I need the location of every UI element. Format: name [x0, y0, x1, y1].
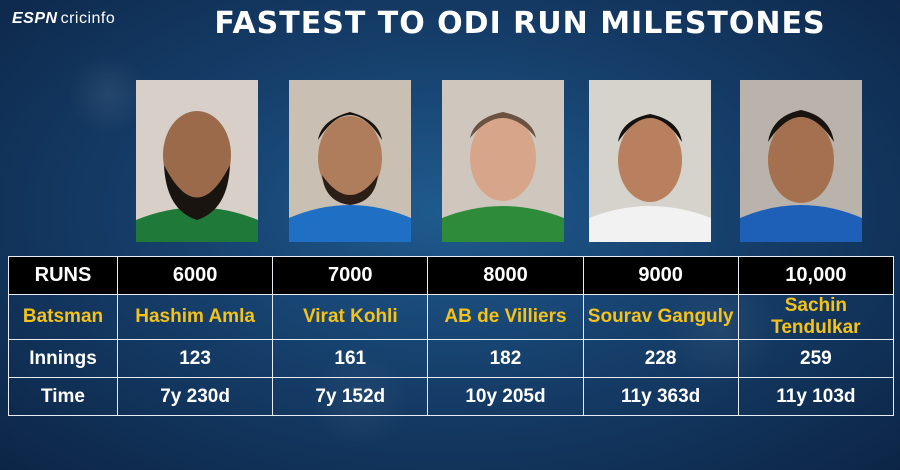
logo-cricinfo: cricinfo — [60, 10, 116, 27]
page-title: FASTEST TO ODI RUN MILESTONES — [214, 6, 826, 41]
table-row-batsman: Batsman Hashim Amla Virat Kohli AB de Vi… — [8, 294, 895, 340]
runs-cell: 7000 — [272, 256, 429, 295]
runs-cell: 10,000 — [737, 256, 895, 295]
time-cell: 11y 363d — [582, 377, 739, 416]
logo-espn: ESPN — [12, 10, 58, 27]
time-cell: 7y 152d — [272, 377, 429, 416]
espncricinfo-logo: ESPN cricinfo — [12, 10, 115, 28]
photo-sachin-tendulkar — [740, 80, 862, 242]
photo-sourav-ganguly — [589, 80, 711, 242]
batsman-cell: AB de Villiers — [427, 294, 584, 340]
innings-cell: 259 — [737, 339, 895, 378]
innings-cell: 228 — [582, 339, 739, 378]
label-runs: RUNS — [8, 256, 118, 295]
batsman-cell: Virat Kohli — [272, 294, 429, 340]
innings-cell: 182 — [427, 339, 584, 378]
label-batsman: Batsman — [8, 294, 118, 340]
photo-virat-kohli — [289, 80, 411, 242]
time-cell: 11y 103d — [737, 377, 895, 416]
photo-hashim-amla — [136, 80, 258, 242]
runs-cell: 8000 — [427, 256, 584, 295]
table-row-time: Time 7y 230d 7y 152d 10y 205d 11y 363d 1… — [8, 377, 895, 416]
runs-cell: 6000 — [116, 256, 274, 295]
runs-cell: 9000 — [582, 256, 739, 295]
label-innings: Innings — [8, 339, 118, 378]
time-cell: 10y 205d — [427, 377, 584, 416]
batsman-cell: Hashim Amla — [116, 294, 274, 340]
photo-ab-de-villiers — [442, 80, 564, 242]
table-row-innings: Innings 123 161 182 228 259 — [8, 339, 895, 378]
batsman-cell: Sachin Tendulkar — [737, 294, 895, 340]
label-time: Time — [8, 377, 118, 416]
milestones-table: RUNS 6000 7000 8000 9000 10,000 Batsman … — [8, 256, 895, 416]
table-row-runs: RUNS 6000 7000 8000 9000 10,000 — [8, 256, 895, 295]
innings-cell: 123 — [116, 339, 274, 378]
innings-cell: 161 — [272, 339, 429, 378]
time-cell: 7y 230d — [116, 377, 274, 416]
batsman-cell: Sourav Ganguly — [582, 294, 739, 340]
